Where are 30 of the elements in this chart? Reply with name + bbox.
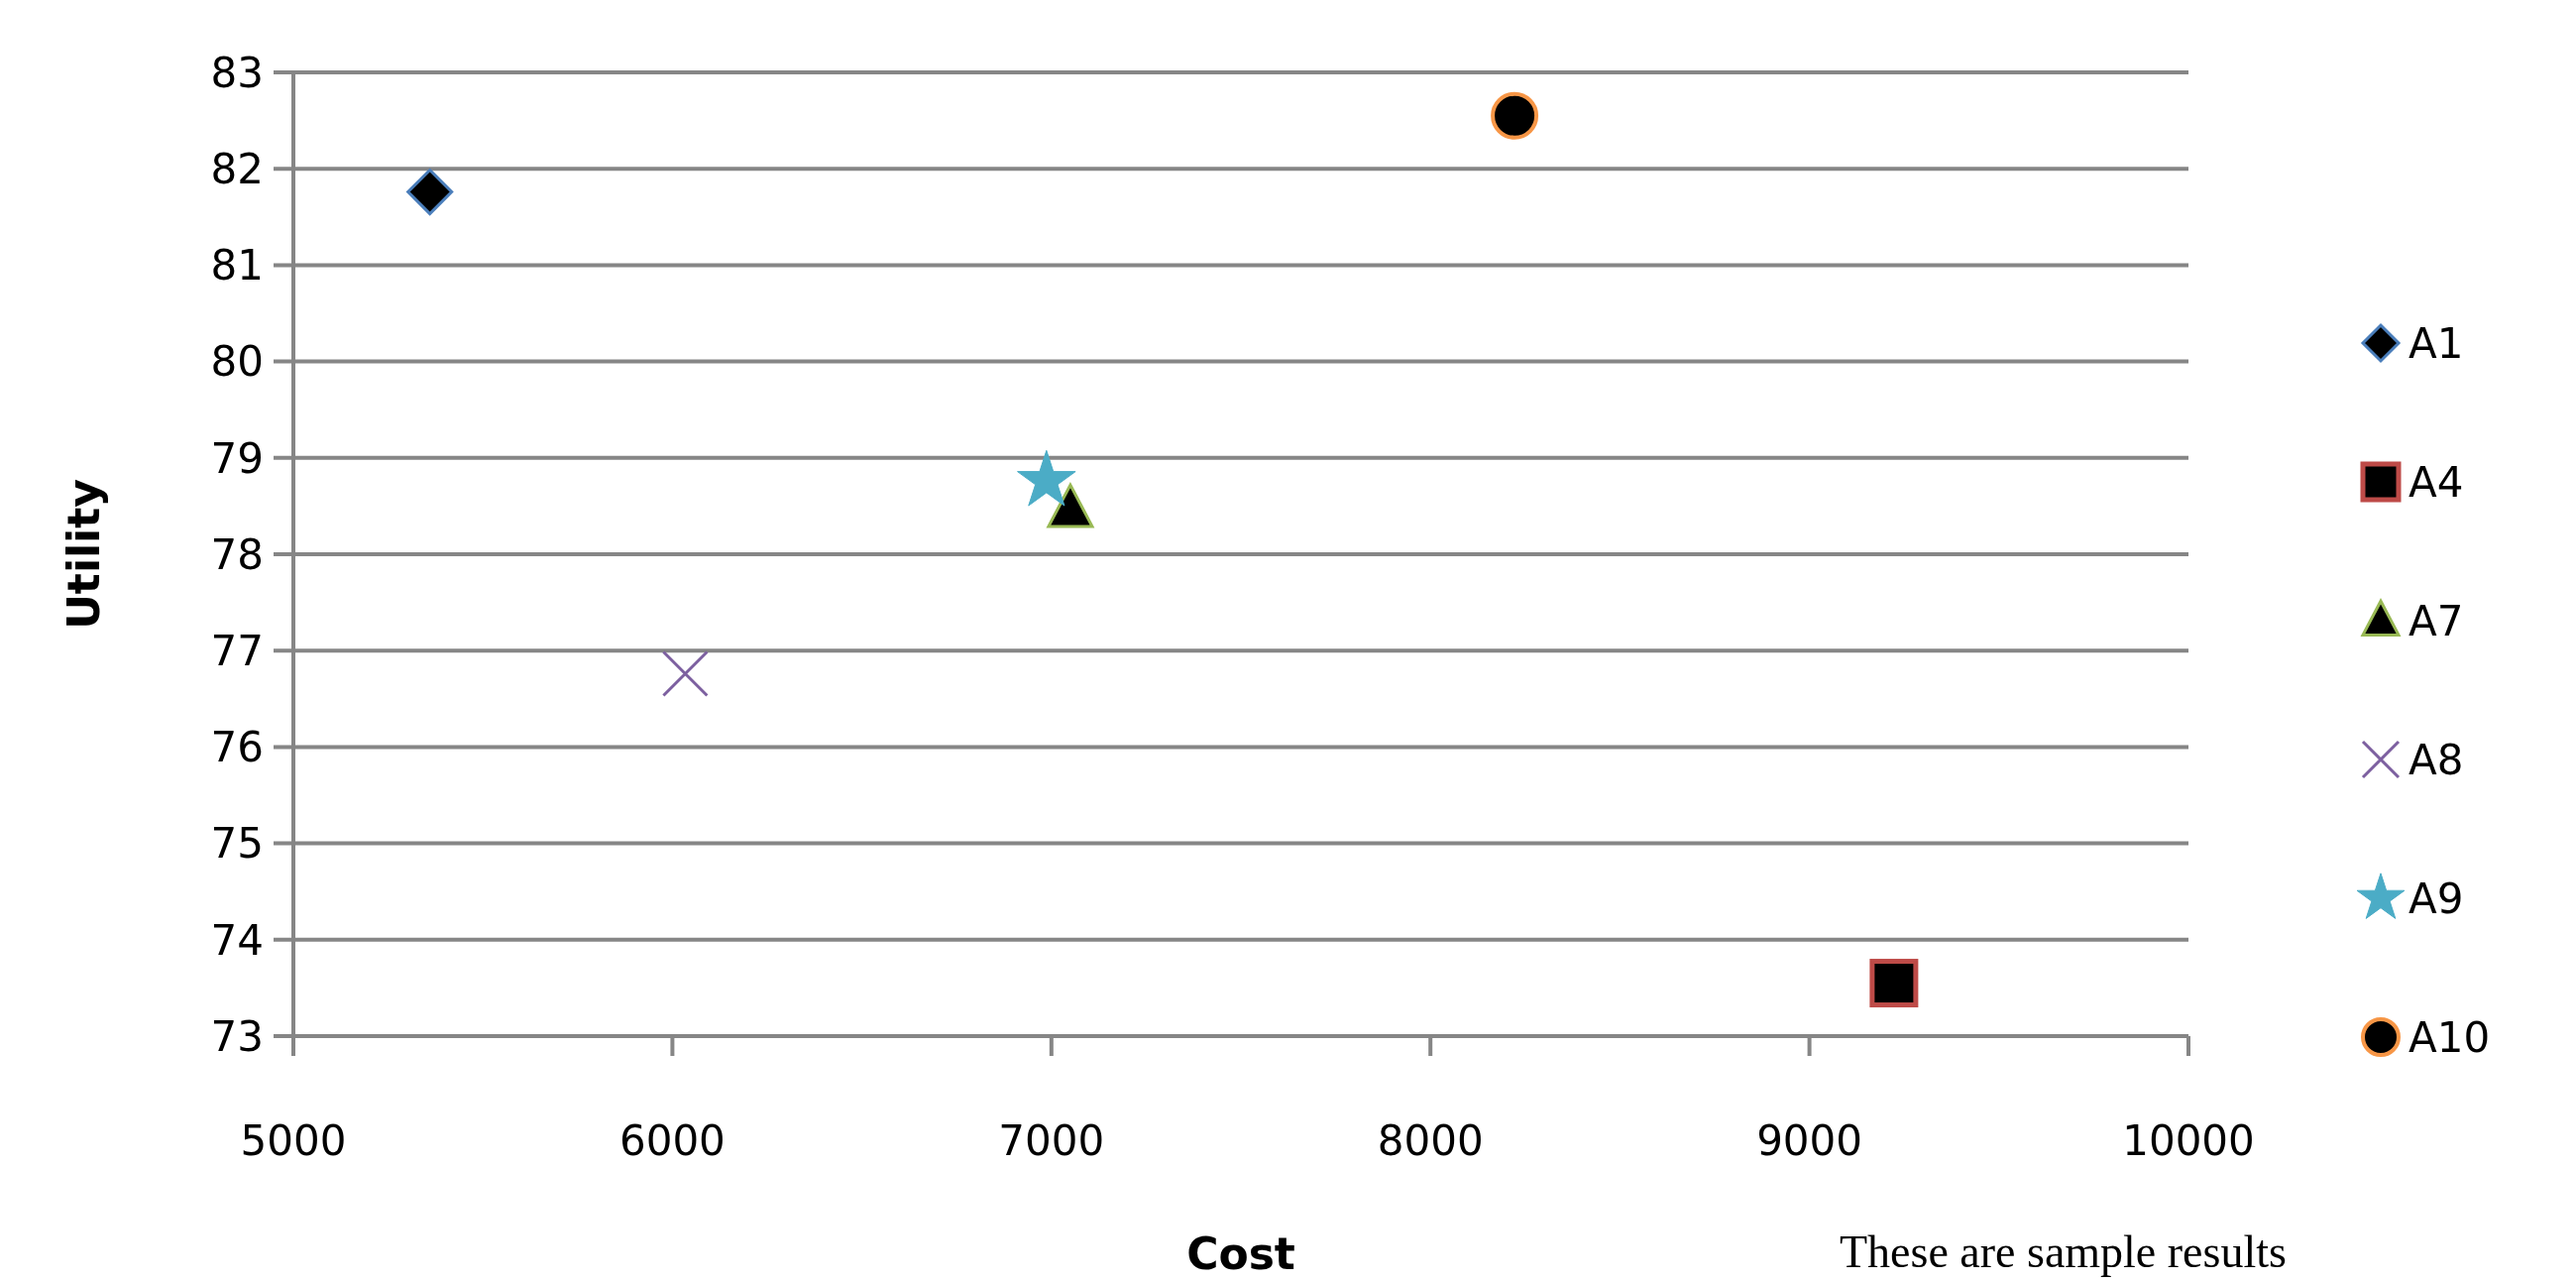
y-axis-title: Utility [58,479,109,630]
y-tick-label: 73 [210,1011,264,1061]
x-tick-label: 8000 [1377,1116,1484,1165]
x-tick-label: 6000 [618,1116,726,1165]
y-tick-label: 81 [210,241,264,291]
y-tick-label: 80 [210,337,264,387]
legend-label: A8 [2408,735,2464,784]
legend-label: A1 [2408,318,2464,368]
legend-label: A4 [2408,457,2464,507]
y-tick-label: 77 [210,626,264,675]
x-tick-label: 7000 [998,1116,1105,1165]
y-tick-label: 79 [210,433,264,483]
y-tick-label: 74 [210,915,264,965]
legend-label: A7 [2408,596,2464,645]
point [1869,959,1919,1008]
y-tick-label: 78 [210,529,264,579]
y-tick-label: 75 [210,819,264,869]
text: These are sample results [1840,1226,2287,1277]
legend-label: A9 [2408,874,2464,923]
point [406,169,454,216]
point [1491,91,1539,140]
y-tick-label: 83 [210,48,264,97]
x-tick-label: 9000 [1756,1116,1863,1165]
y-tick-label: 76 [210,723,264,772]
x-axis-title: Cost [1186,1228,1295,1279]
x-tick-label: 10000 [2122,1116,2255,1165]
point [661,650,709,698]
legend-label: A10 [2408,1012,2491,1062]
x-tick-label: 5000 [240,1116,347,1165]
y-tick-label: 82 [210,144,264,193]
